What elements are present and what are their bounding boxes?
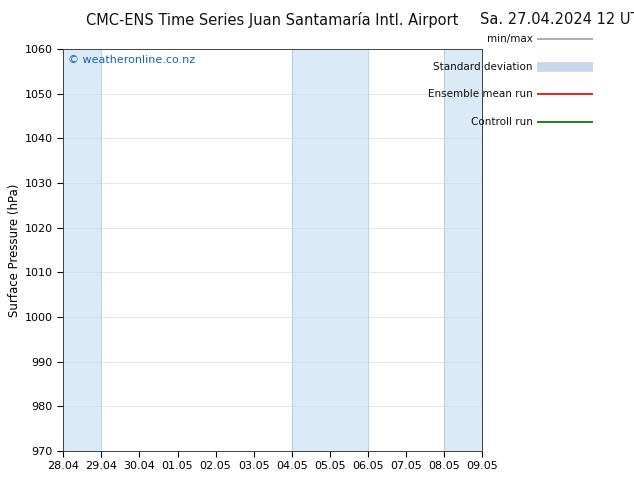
Text: Standard deviation: Standard deviation <box>433 62 533 72</box>
Text: Ensemble mean run: Ensemble mean run <box>428 89 533 99</box>
Bar <box>292 49 368 451</box>
Bar <box>444 49 482 451</box>
Bar <box>63 49 101 451</box>
Text: CMC-ENS Time Series Juan Santamaría Intl. Airport: CMC-ENS Time Series Juan Santamaría Intl… <box>86 12 459 28</box>
Text: min/max: min/max <box>487 34 533 44</box>
Text: © weatheronline.co.nz: © weatheronline.co.nz <box>68 55 195 65</box>
Text: Controll run: Controll run <box>471 117 533 126</box>
Y-axis label: Surface Pressure (hPa): Surface Pressure (hPa) <box>8 183 21 317</box>
Text: Sa. 27.04.2024 12 UTC: Sa. 27.04.2024 12 UTC <box>480 12 634 27</box>
